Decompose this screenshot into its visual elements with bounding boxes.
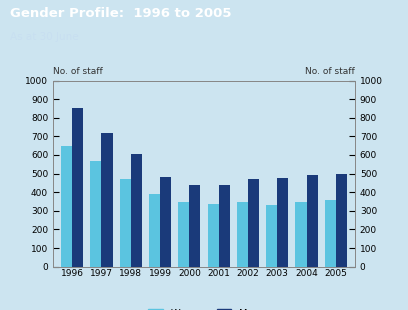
Text: No. of staff: No. of staff xyxy=(53,67,103,76)
Bar xyxy=(295,202,306,267)
Bar xyxy=(208,204,219,267)
Bar xyxy=(131,154,142,267)
Bar xyxy=(102,133,113,267)
Bar xyxy=(120,179,131,267)
Bar xyxy=(266,205,277,267)
Legend: Women, Men: Women, Men xyxy=(148,309,260,310)
Bar xyxy=(306,175,318,267)
Bar xyxy=(336,174,347,267)
Bar xyxy=(90,161,102,267)
Bar xyxy=(160,177,171,267)
Bar xyxy=(219,185,230,267)
Bar xyxy=(61,146,72,267)
Bar xyxy=(248,179,259,267)
Text: As at 30 June: As at 30 June xyxy=(10,33,79,42)
Bar xyxy=(237,202,248,267)
Text: Gender Profile:  1996 to 2005: Gender Profile: 1996 to 2005 xyxy=(10,7,232,20)
Bar xyxy=(72,108,83,267)
Bar xyxy=(149,194,160,267)
Bar xyxy=(178,202,189,267)
Text: No. of staff: No. of staff xyxy=(305,67,355,76)
Bar xyxy=(277,178,288,267)
Bar xyxy=(325,200,336,267)
Bar xyxy=(189,185,200,267)
